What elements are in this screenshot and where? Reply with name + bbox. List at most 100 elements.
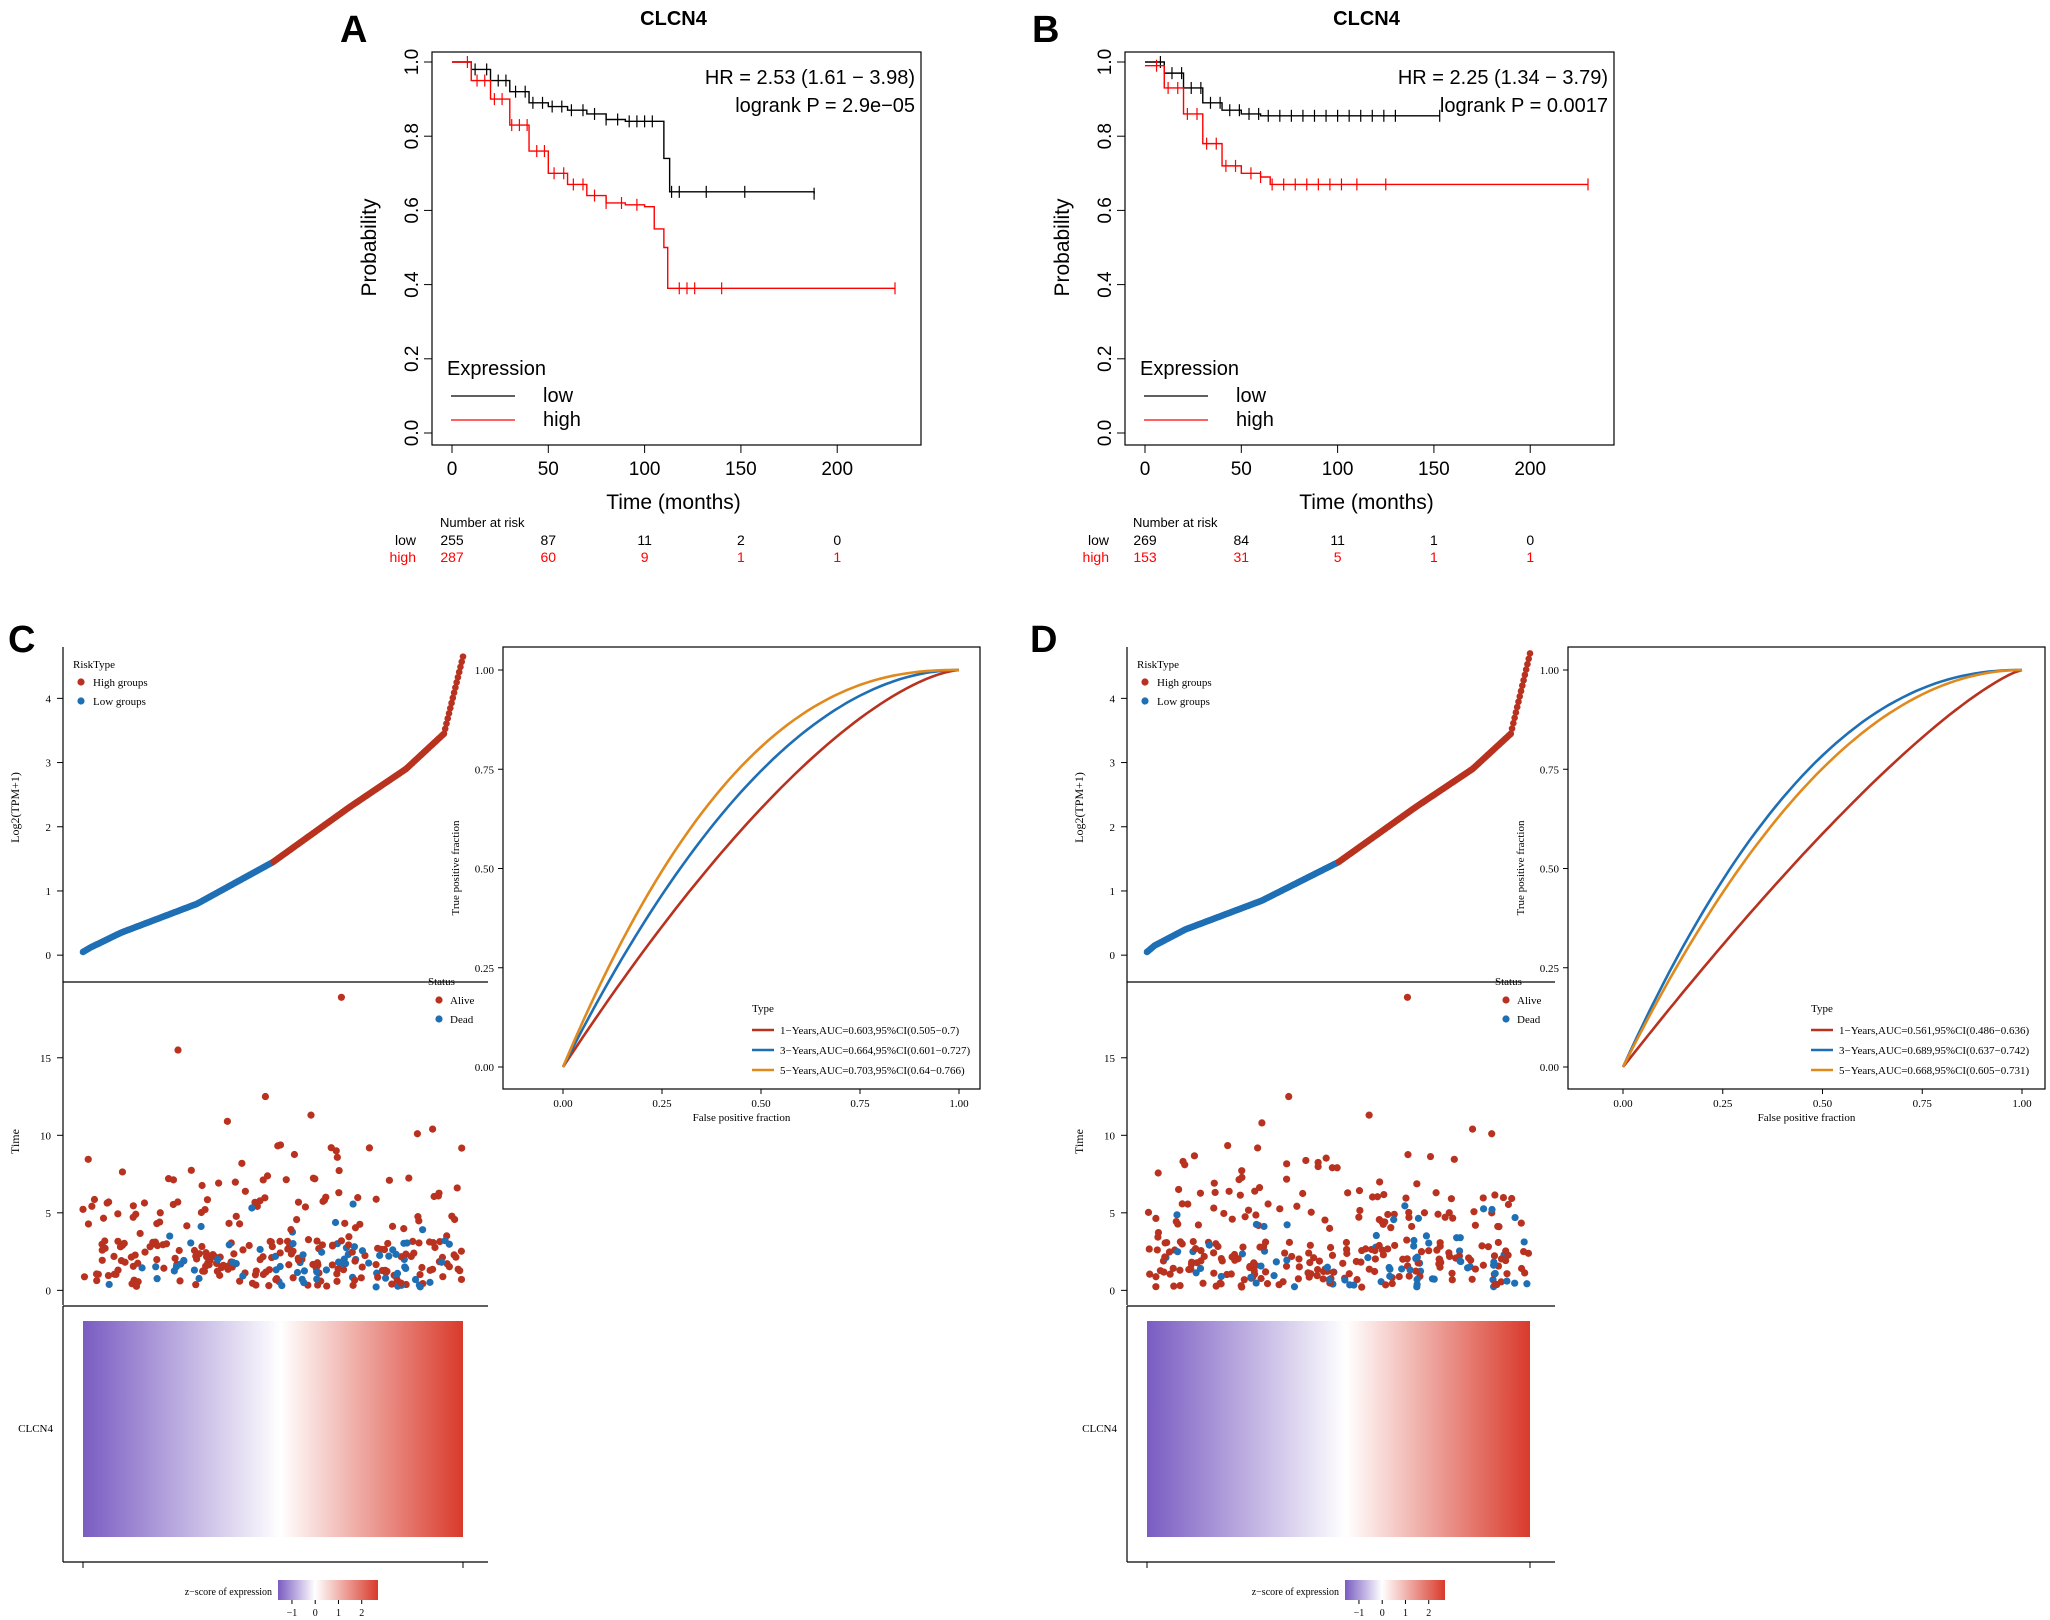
status-point — [248, 1204, 256, 1212]
status-point — [127, 1253, 135, 1261]
x-tick-label: 0.00 — [1613, 1098, 1633, 1110]
status-point — [1282, 1262, 1291, 1270]
status-point — [1382, 1281, 1390, 1289]
status-point — [1276, 1205, 1284, 1213]
status-point — [278, 1281, 286, 1290]
status-point — [374, 1244, 382, 1252]
y-tick-label: 10 — [40, 1130, 52, 1142]
status-point — [287, 1225, 295, 1234]
status-point — [1247, 1273, 1255, 1281]
y-tick-label: 0.50 — [475, 864, 495, 876]
y-tick-label: 0.8 — [402, 123, 423, 149]
status-point — [156, 1209, 164, 1217]
status-point — [1380, 1190, 1388, 1199]
legend-dot — [1502, 996, 1510, 1004]
status-point — [1319, 1275, 1327, 1283]
risk-point — [457, 663, 464, 671]
status-point — [1256, 1243, 1264, 1251]
status-point — [1524, 1249, 1533, 1257]
colorbar-tick-label: 0 — [1380, 1608, 1385, 1619]
colorbar-tick-label: 2 — [1426, 1608, 1431, 1619]
status-point — [372, 1283, 380, 1291]
status-point-outlier — [223, 1117, 231, 1125]
status-point — [1343, 1245, 1351, 1254]
risk-point — [1508, 725, 1516, 732]
risk-point — [449, 694, 457, 702]
status-point — [416, 1270, 424, 1279]
status-point — [1152, 1214, 1160, 1222]
status-point — [1503, 1277, 1511, 1285]
km-curve-low — [1145, 61, 1440, 117]
status-point — [1388, 1279, 1396, 1288]
y-tick-label: 5 — [46, 1208, 52, 1220]
status-point — [1425, 1247, 1433, 1255]
y-tick-label: 0.6 — [402, 197, 423, 223]
status-point — [457, 1275, 466, 1284]
status-point — [1373, 1193, 1382, 1201]
status-point — [1425, 1239, 1433, 1247]
status-point — [149, 1238, 157, 1246]
status-point — [1471, 1221, 1479, 1229]
status-point — [1355, 1187, 1364, 1195]
status-point — [1225, 1187, 1233, 1195]
status-point-outlier — [1488, 1130, 1496, 1138]
legend-label-low: low — [543, 385, 574, 407]
status-point — [1283, 1221, 1291, 1229]
legend-label-high: high — [543, 409, 581, 431]
status-point — [304, 1236, 313, 1244]
status-point — [229, 1258, 237, 1266]
status-point — [293, 1268, 302, 1277]
y-tick-label: 0.25 — [1540, 963, 1560, 975]
status-point — [1313, 1265, 1322, 1274]
status-point — [1295, 1263, 1303, 1271]
panel-d-risk-stack: D 0 1 2 3 4 Log2(TPM+1) RiskType High groups Low … — [1030, 619, 1555, 1619]
status-point — [411, 1275, 420, 1284]
status-point — [1479, 1261, 1487, 1269]
status-point — [1306, 1241, 1314, 1249]
status-point — [301, 1203, 310, 1211]
status-point — [118, 1168, 127, 1176]
status-point — [1504, 1200, 1513, 1209]
status-point — [1228, 1253, 1236, 1261]
panel-letter-c: C — [8, 619, 35, 661]
status-point — [454, 1265, 462, 1273]
status-point — [313, 1237, 321, 1245]
status-point — [385, 1176, 394, 1184]
status-point-outlier — [1258, 1119, 1266, 1127]
y-tick-label: 1.00 — [475, 665, 495, 677]
status-point — [294, 1198, 303, 1206]
status-point — [1227, 1270, 1235, 1278]
status-point — [1252, 1279, 1260, 1287]
x-tick-label: 200 — [1514, 459, 1546, 480]
status-point — [1214, 1242, 1222, 1251]
risk-point — [444, 715, 452, 722]
status-point — [311, 1175, 319, 1183]
status-point — [1272, 1258, 1280, 1266]
status-point — [259, 1270, 267, 1279]
status-point — [84, 1155, 92, 1163]
status-point — [1216, 1279, 1224, 1287]
status-point — [172, 1262, 181, 1271]
status-point — [214, 1255, 222, 1264]
status-point — [1283, 1160, 1291, 1168]
status-point — [1426, 1152, 1435, 1161]
y-tick-label: 10 — [1104, 1130, 1116, 1142]
legend-label: Low groups — [93, 696, 146, 708]
colorbar — [278, 1580, 378, 1600]
status-point — [1405, 1208, 1413, 1217]
status-point — [300, 1267, 309, 1275]
status-point — [335, 1189, 343, 1197]
status-point — [1484, 1243, 1492, 1251]
risk-point — [1520, 676, 1527, 684]
status-point — [1161, 1239, 1169, 1247]
status-point — [334, 1265, 342, 1273]
status-point — [300, 1278, 308, 1287]
status-point — [192, 1281, 200, 1289]
legend-label-low: low — [1236, 385, 1267, 407]
status-point — [1511, 1213, 1519, 1222]
status-point — [392, 1250, 400, 1258]
legend-dot — [435, 1015, 443, 1023]
status-point — [1200, 1252, 1208, 1261]
status-point — [114, 1210, 122, 1218]
status-point — [239, 1272, 247, 1280]
